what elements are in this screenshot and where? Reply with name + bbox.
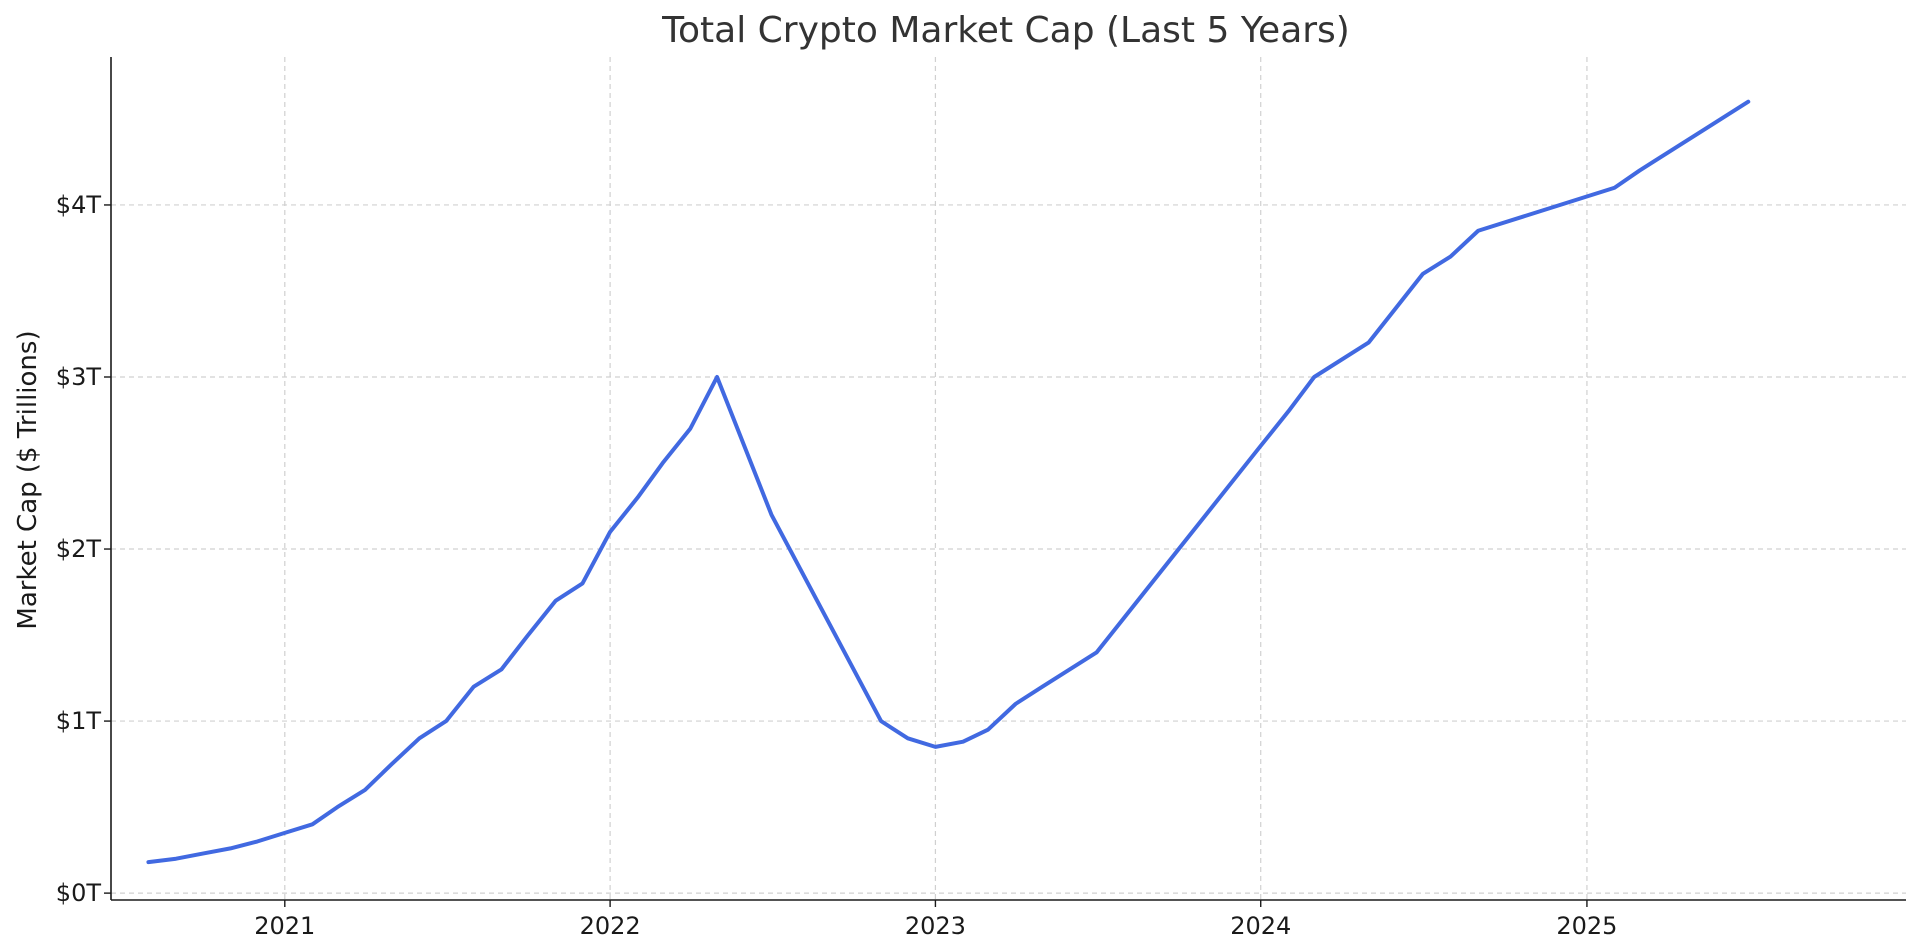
- data-point: [472, 685, 476, 689]
- data-point: [636, 495, 640, 499]
- data-point: [228, 846, 232, 850]
- data-point: [906, 736, 910, 740]
- data-point: [961, 740, 965, 744]
- data-point: [417, 736, 421, 740]
- data-point: [363, 788, 367, 792]
- data-point: [879, 719, 883, 723]
- x-tick-label: 2022: [580, 912, 641, 940]
- y-tick-label: $4T: [56, 191, 102, 219]
- data-point: [201, 852, 205, 856]
- grid-lines: [111, 57, 1906, 900]
- data-point: [1613, 186, 1617, 190]
- y-tick-label: $2T: [56, 535, 102, 563]
- data-point: [1014, 702, 1018, 706]
- data-point: [661, 461, 665, 465]
- data-point: [444, 719, 448, 723]
- data-point: [1638, 169, 1642, 173]
- data-point: [390, 762, 394, 766]
- data-point: [1095, 650, 1099, 654]
- x-tick-label: 2024: [1230, 912, 1291, 940]
- data-point: [769, 513, 773, 517]
- data-point: [933, 745, 937, 749]
- data-point: [335, 805, 339, 809]
- data-point: [1746, 100, 1750, 104]
- x-tick-label: 2025: [1556, 912, 1617, 940]
- data-point: [1421, 272, 1425, 276]
- data-point: [1286, 409, 1290, 413]
- data-point: [255, 840, 259, 844]
- data-point: [1259, 444, 1263, 448]
- data-point: [1312, 375, 1316, 379]
- data-point: [688, 427, 692, 431]
- data-point: [499, 667, 503, 671]
- data-point: [174, 857, 178, 861]
- y-tick-label: $3T: [56, 363, 102, 391]
- axes: [104, 57, 1906, 907]
- series-line: [146, 99, 1751, 865]
- data-point: [715, 375, 719, 379]
- data-point: [1449, 255, 1453, 259]
- tick-labels: $0T $1T $2T $3T $4T 2021 2022 2023 2024 2025: [56, 191, 1618, 940]
- data-point: [1367, 341, 1371, 345]
- data-point: [608, 530, 612, 534]
- y-tick-label: $1T: [56, 707, 102, 735]
- y-axis-title: Market Cap ($ Trillions): [13, 330, 43, 629]
- data-point: [526, 633, 530, 637]
- data-point: [283, 831, 287, 835]
- data-point: [554, 599, 558, 603]
- data-point: [310, 822, 314, 826]
- y-tick-label: $0T: [56, 879, 102, 907]
- data-point: [1040, 685, 1044, 689]
- x-tick-label: 2023: [905, 912, 966, 940]
- data-point: [580, 581, 584, 585]
- x-tick-label: 2021: [254, 912, 315, 940]
- data-point: [1476, 229, 1480, 233]
- data-point: [986, 728, 990, 732]
- data-point: [1177, 547, 1181, 551]
- chart-title: Total Crypto Market Cap (Last 5 Years): [661, 10, 1350, 51]
- data-point: [146, 860, 150, 864]
- series-layer: [146, 99, 1751, 865]
